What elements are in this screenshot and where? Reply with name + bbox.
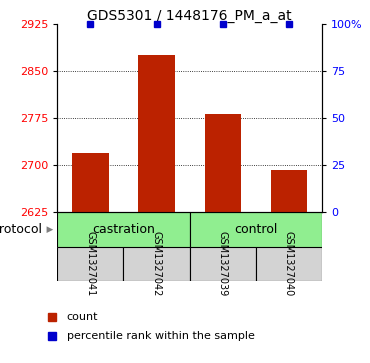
Bar: [256, 247, 322, 281]
Bar: [57, 247, 124, 281]
Text: percentile rank within the sample: percentile rank within the sample: [67, 331, 255, 341]
Text: GSM1327039: GSM1327039: [218, 232, 228, 297]
Bar: [189, 212, 322, 247]
Text: protocol: protocol: [0, 223, 43, 236]
Title: GDS5301 / 1448176_PM_a_at: GDS5301 / 1448176_PM_a_at: [87, 9, 292, 23]
Text: control: control: [234, 223, 278, 236]
Text: count: count: [67, 312, 98, 322]
Text: castration: castration: [92, 223, 155, 236]
Bar: [189, 247, 256, 281]
Bar: [72, 153, 109, 212]
Bar: [138, 55, 175, 212]
Bar: [124, 247, 189, 281]
Text: GSM1327040: GSM1327040: [284, 232, 294, 297]
Text: GSM1327042: GSM1327042: [152, 231, 162, 297]
Bar: [57, 212, 189, 247]
Text: GSM1327041: GSM1327041: [85, 232, 95, 297]
Bar: [270, 170, 307, 212]
Bar: [205, 114, 241, 212]
